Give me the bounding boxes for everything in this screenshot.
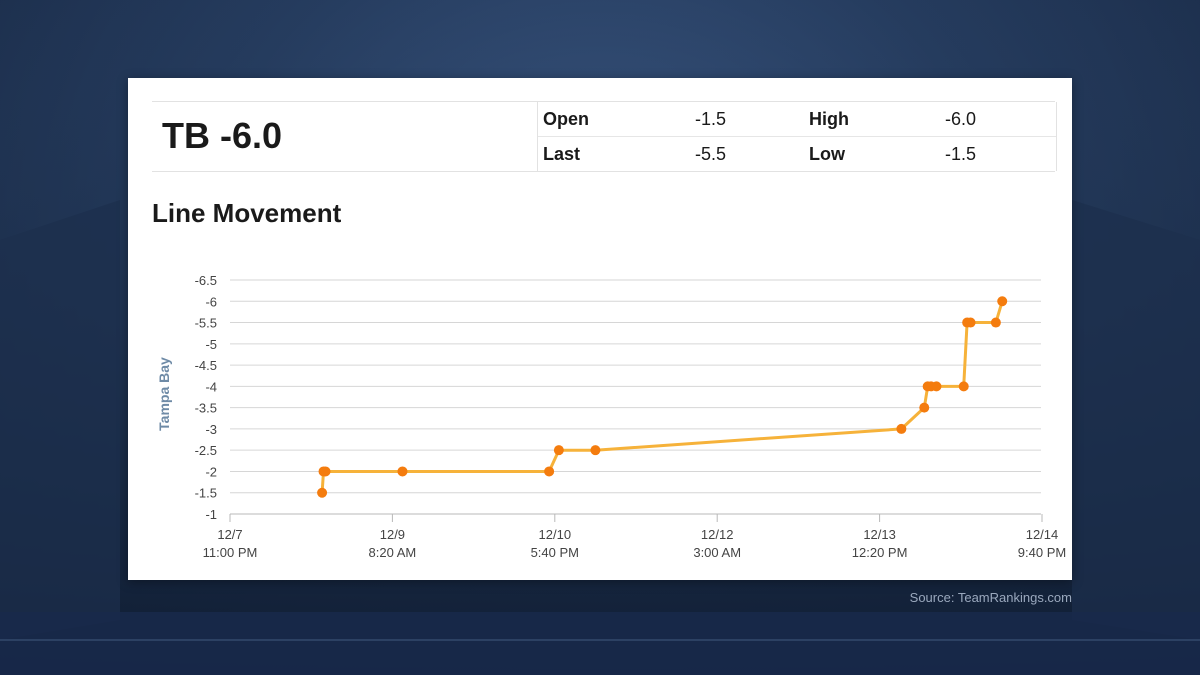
- data-point[interactable]: [997, 296, 1008, 307]
- last-value: -5.5: [695, 144, 727, 164]
- x-tick-date: 12/9: [380, 527, 405, 542]
- data-point[interactable]: [544, 466, 555, 477]
- y-axis-ticks: -1 -1.5 -2 -2.5 -3 -3.5 -4 -4.5 -5 -5.5 -6 -6.5: [195, 273, 217, 522]
- low-value: -1.5: [945, 144, 977, 164]
- y-axis-label: Tampa Bay: [156, 357, 172, 431]
- x-tick-time: 3:00 AM: [693, 545, 741, 560]
- x-tick-date: 12/12: [701, 527, 734, 542]
- y-tick-label: -3.5: [195, 401, 217, 416]
- y-tick-label: -4: [205, 379, 217, 394]
- x-tick-date: 12/13: [863, 527, 896, 542]
- y-tick-label: -6: [205, 294, 217, 309]
- data-point[interactable]: [990, 317, 1001, 328]
- current-line: TB -6.0: [162, 115, 283, 156]
- stats-row: Open -1.5 High -6.0: [538, 102, 1056, 137]
- x-tick-date: 12/10: [539, 527, 572, 542]
- last-label: Last: [543, 144, 581, 164]
- x-tick-time: 9:40 PM: [1018, 545, 1066, 560]
- data-point[interactable]: [958, 381, 969, 392]
- data-point[interactable]: [919, 402, 930, 413]
- source-credit: Source: TeamRankings.com: [909, 590, 1072, 605]
- low-label: Low: [809, 144, 845, 164]
- line-summary: TB -6.0 Open -1.5 High -6.0 Last -5.5 Lo…: [152, 101, 1057, 172]
- y-tick-label: -5: [205, 337, 217, 352]
- open-value: -1.5: [695, 109, 727, 129]
- data-point[interactable]: [397, 466, 408, 477]
- x-tick-time: 12:20 PM: [852, 545, 908, 560]
- grid-lines: [230, 279, 1041, 515]
- section-title: Line Movement: [152, 198, 342, 228]
- line-stats: Open -1.5 High -6.0 Last -5.5 Low -1.5: [537, 102, 1057, 171]
- data-point[interactable]: [320, 466, 331, 477]
- data-points: [317, 296, 1008, 498]
- line-movement-chart: -1 -1.5 -2 -2.5 -3 -3.5 -4 -4.5 -5 -5.5 -6 -6.5 12/…: [156, 273, 1066, 560]
- y-tick-label: -1.5: [195, 486, 217, 501]
- stats-row: Last -5.5 Low -1.5: [538, 137, 1056, 171]
- y-tick-label: -3: [205, 422, 217, 437]
- x-tick-time: 5:40 PM: [531, 545, 579, 560]
- series-line: [320, 300, 1004, 493]
- data-point[interactable]: [317, 487, 328, 498]
- y-tick-label: -6.5: [195, 273, 217, 288]
- x-tick-time: 11:00 PM: [203, 545, 258, 560]
- high-value: -6.0: [945, 109, 977, 129]
- data-point[interactable]: [931, 381, 942, 392]
- line-movement-card: TB -6.0 Open -1.5 High -6.0 Last -5.5 Lo…: [128, 78, 1072, 580]
- y-tick-label: -4.5: [195, 358, 217, 373]
- x-tick-date: 12/7: [217, 527, 242, 542]
- y-tick-label: -1: [205, 507, 217, 522]
- y-tick-label: -2: [205, 464, 217, 479]
- x-tick-date: 12/14: [1026, 527, 1059, 542]
- data-point[interactable]: [896, 423, 907, 434]
- data-point[interactable]: [965, 317, 976, 328]
- open-label: Open: [543, 109, 590, 129]
- x-axis-ticks: 12/7 11:00 PM 12/9 8:20 AM 12/10 5:40 PM 12/12…: [203, 514, 1066, 560]
- data-point[interactable]: [590, 445, 601, 456]
- y-tick-label: -5.5: [195, 316, 217, 331]
- high-label: High: [809, 109, 849, 129]
- data-point[interactable]: [553, 445, 564, 456]
- y-tick-label: -2.5: [195, 443, 217, 458]
- x-tick-time: 8:20 AM: [369, 545, 417, 560]
